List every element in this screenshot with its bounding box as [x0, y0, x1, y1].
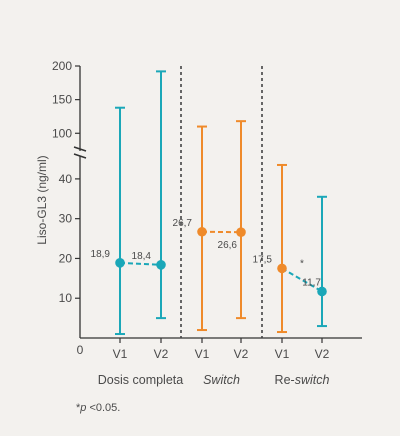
series-connector: [119, 261, 162, 266]
group-label: Dosis completa: [98, 373, 183, 387]
x-tick-label: V2: [234, 347, 249, 361]
y-tick-label: 30: [59, 212, 73, 226]
mean-point: [277, 263, 287, 274]
footnote: *p <0.05.: [76, 402, 120, 414]
x-tick-label: V1: [113, 347, 128, 361]
x-tick-label: V2: [315, 347, 330, 361]
y-tick-label: 150: [52, 93, 72, 107]
group-label: Switch: [203, 373, 240, 387]
y-axis-label: Liso-GL3 (ng/ml): [35, 155, 49, 244]
y-tick-label: 0: [77, 343, 84, 357]
axis-break-mark: [73, 153, 87, 159]
x-tick-label: V2: [154, 347, 169, 361]
chart: 0 10 20 30 40 100 150 200 Liso-GL3 (ng/ml) V1 V2 V1…: [35, 59, 362, 387]
data-label: 18,4: [132, 251, 152, 262]
y-tick-label: 10: [59, 291, 73, 305]
axis-break-mark: [73, 146, 87, 152]
data-label: 18,9: [91, 249, 111, 260]
y-tick-label: 100: [52, 126, 72, 140]
footnote-p: p: [80, 402, 87, 414]
data-label: 26,7: [173, 218, 193, 229]
significance-star: *: [300, 258, 304, 269]
data-label: 17,5: [253, 254, 273, 265]
mean-point: [317, 286, 327, 297]
y-tick-label: 40: [59, 172, 73, 186]
footnote-star: *: [76, 402, 81, 414]
mean-point: [115, 258, 125, 268]
data-label: 11,7: [302, 277, 321, 288]
footnote-rest: <0.05.: [86, 402, 121, 414]
x-tick-label: V1: [195, 347, 210, 361]
group-label: Re-switch: [275, 373, 330, 387]
mean-point: [197, 226, 207, 237]
x-tick-label: V1: [275, 347, 290, 361]
y-tick-label: 200: [52, 59, 72, 73]
data-label: 26,6: [218, 240, 238, 251]
mean-point: [156, 260, 166, 270]
y-tick-label: 20: [59, 251, 73, 265]
mean-point: [236, 227, 246, 237]
